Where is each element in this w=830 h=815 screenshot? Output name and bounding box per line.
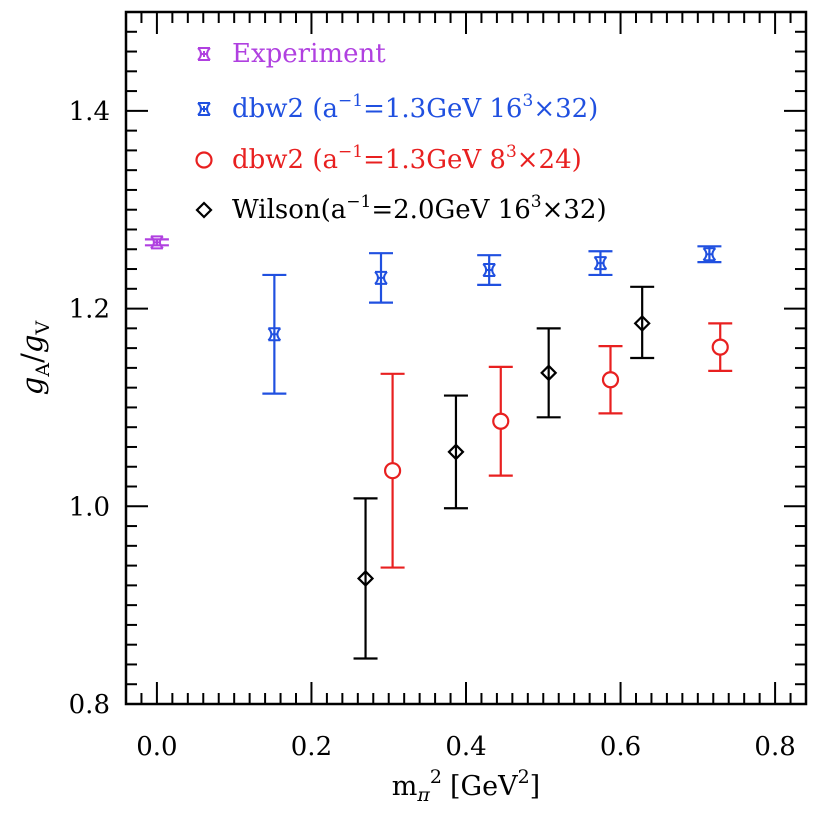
series-0	[144, 235, 169, 250]
legend-marker	[197, 102, 211, 116]
data-point	[492, 412, 510, 430]
y-axis-label: gA/gV	[15, 321, 54, 396]
legend-label: Experiment	[232, 39, 386, 69]
legend-label: dbw2 (a−1=1.3GeV 163×32)	[232, 91, 598, 124]
y-axis-label-g2: g	[15, 335, 49, 354]
legend-label-suffix: ×32)	[542, 195, 607, 225]
data-point	[383, 462, 402, 480]
error-bar	[353, 497, 378, 660]
x-axis-label-base: m	[392, 771, 418, 802]
y-tick-label: 1.4	[69, 97, 110, 127]
legend-label-sup2: 3	[522, 91, 533, 111]
x-tick-label: 0.8	[754, 732, 795, 762]
legend-marker	[195, 201, 213, 219]
legend-label-sup1: −1	[338, 142, 363, 162]
legend-label-mid: =1.3GeV 16	[363, 94, 522, 124]
y-axis-label-sub1: A	[32, 363, 54, 378]
series-1	[262, 245, 722, 395]
legend-label-sup1: −1	[338, 91, 363, 111]
error-bar	[630, 285, 655, 360]
error-bar	[443, 394, 468, 510]
legend-label: Wilson(a−1=2.0GeV 163×32)	[232, 192, 607, 225]
data-point	[711, 338, 729, 356]
marker-backing	[603, 372, 618, 388]
x-tick-label: 0.0	[136, 732, 177, 762]
data-point	[447, 443, 465, 461]
series-2	[380, 322, 733, 569]
x-axis-label-sub: π	[416, 784, 430, 806]
legend-label: dbw2 (a−1=1.3GeV 83×24)	[232, 142, 582, 175]
y-axis-label-slash: /	[15, 353, 49, 363]
legend-label-mid: =2.0GeV 16	[371, 195, 530, 225]
legend-label-sup1: −1	[346, 192, 371, 212]
data-point	[267, 327, 282, 342]
y-axis-label-sub2: V	[32, 321, 54, 336]
y-axis-label-g1: g	[15, 377, 49, 396]
legend-item-1: dbw2 (a−1=1.3GeV 163×32)	[197, 91, 598, 124]
data-point	[633, 314, 651, 332]
legend-label-prefix: dbw2 (a	[232, 145, 338, 175]
y-tick-label: 1.0	[69, 492, 110, 522]
x-axis-label-sup: 2	[430, 766, 442, 788]
x-axis-label-bracket-close: ]	[530, 771, 541, 802]
x-axis-label-bracket-sup: 2	[518, 766, 530, 788]
data-point	[601, 371, 620, 389]
legend-label-sup2: 3	[506, 142, 517, 162]
y-tick-label: 1.2	[69, 295, 110, 325]
legend-marker	[195, 151, 213, 169]
error-bar	[536, 327, 561, 419]
legend-label-suffix: ×32)	[533, 94, 598, 124]
legend-label-sup2: 3	[531, 192, 542, 212]
data-point	[540, 364, 558, 382]
data-point	[356, 569, 375, 588]
data-point	[150, 235, 164, 250]
marker-backing	[385, 463, 401, 479]
legend-label-prefix: Wilson(a	[232, 195, 346, 225]
axis-ticks	[125, 11, 807, 705]
x-tick-label: 0.6	[600, 732, 641, 762]
legend-item-2: dbw2 (a−1=1.3GeV 83×24)	[195, 142, 582, 175]
x-axis-label: mπ2 [GeV2]	[392, 766, 540, 806]
legend-marker	[197, 47, 211, 61]
data-series	[144, 235, 733, 660]
legend-label-suffix: ×24)	[517, 145, 582, 175]
data-point	[482, 263, 496, 278]
data-point	[374, 270, 388, 285]
axis-tick-labels: 0.0 0.2 0.4 0.6 0.8 0.8 1.0 1.2 1.4	[69, 97, 796, 762]
data-point	[593, 256, 608, 271]
legend-item-3: Wilson(a−1=2.0GeV 163×32)	[195, 192, 607, 225]
legend-label-mid: =1.3GeV 8	[363, 145, 506, 175]
x-tick-label: 0.2	[291, 732, 332, 762]
y-tick-label: 0.8	[69, 690, 110, 720]
x-tick-label: 0.4	[445, 732, 486, 762]
series-3	[353, 285, 655, 660]
legend-item-0: Experiment	[197, 39, 386, 69]
x-axis-label-bracket-open: [GeV	[450, 771, 518, 802]
marker-backing	[493, 413, 509, 429]
legend-label-prefix: dbw2 (a	[232, 94, 338, 124]
data-point	[702, 247, 717, 262]
marker-backing	[712, 339, 728, 355]
